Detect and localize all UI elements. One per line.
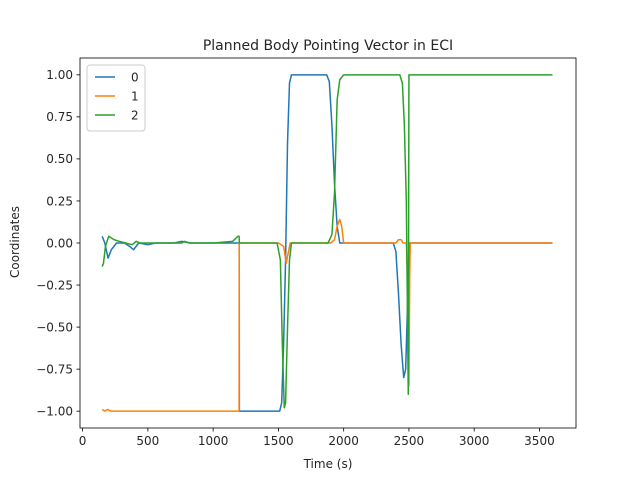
x-tick-label: 2000 — [328, 434, 359, 448]
x-tick-label: 1500 — [263, 434, 294, 448]
x-tick-label: 500 — [136, 434, 159, 448]
x-tick-label: 0 — [79, 434, 87, 448]
y-tick-label: −0.50 — [36, 320, 73, 334]
y-tick-label: 0.25 — [46, 194, 73, 208]
legend-label-2: 2 — [131, 108, 139, 122]
legend: 0 1 2 — [86, 64, 146, 132]
x-tick-label: 1000 — [198, 434, 229, 448]
y-tick-label: 0.75 — [46, 110, 73, 124]
legend-label-1: 1 — [131, 89, 139, 103]
chart-title: Planned Body Pointing Vector in ECI — [203, 38, 453, 54]
y-axis-label: Coordinates — [8, 206, 22, 278]
x-axis-label: Time (s) — [303, 457, 353, 471]
y-tick-label: 0.50 — [46, 152, 73, 166]
x-axis-ticks: 0 500 1000 1500 2000 2500 3000 3500 — [79, 428, 555, 448]
legend-label-0: 0 — [131, 70, 139, 84]
y-tick-label: 1.00 — [46, 68, 73, 82]
x-tick-label: 3000 — [459, 434, 490, 448]
x-tick-label: 2500 — [394, 434, 425, 448]
y-tick-label: 0.00 — [46, 236, 73, 250]
y-tick-label: −0.25 — [36, 278, 73, 292]
plot-area — [79, 57, 577, 429]
y-tick-label: −1.00 — [36, 404, 73, 418]
x-tick-label: 3500 — [524, 434, 555, 448]
y-tick-label: −0.75 — [36, 362, 73, 376]
series-line-2 — [101, 74, 553, 409]
y-axis-ticks: −1.00 −0.75 −0.50 −0.25 0.00 0.25 0.50 0.75 1.00 — [36, 68, 80, 418]
